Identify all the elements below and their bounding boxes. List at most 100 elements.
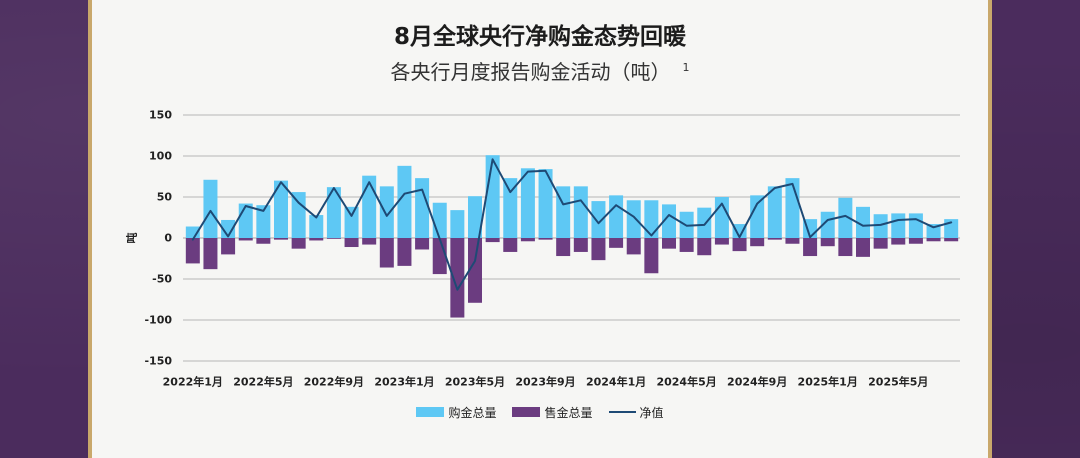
net-value-line [191,158,953,291]
buy-bar [838,197,853,238]
sell-bar [432,238,447,275]
x-tick-label: 2024年9月 [727,375,787,389]
buy-bar [291,192,306,238]
buy-bar [873,214,888,238]
x-tick-label: 2022年5月 [233,375,293,389]
y-tick-label: -50 [152,273,172,286]
y-tick-label: 0 [164,232,172,245]
buy-bar [767,186,782,238]
sell-bar [803,238,818,257]
legend-item-sell: 售金总量 [512,404,593,421]
buy-bar [344,206,359,238]
y-tick-label: 50 [157,191,173,204]
x-tick-label: 2025年5月 [868,375,928,389]
buy-bar [573,186,588,238]
buy-bar [609,195,624,238]
sell-bar [785,238,800,244]
sell-bar [415,238,430,250]
legend-swatch-net [608,411,636,413]
legend-item-buy: 购金总量 [416,404,496,421]
legend-label-sell: 售金总量 [544,405,593,420]
buy-bar [520,168,535,238]
buy-bar [503,178,518,238]
buy-bar [468,196,482,238]
sell-bar [468,238,482,303]
buy-bar [415,178,430,238]
sell-bar [944,238,959,242]
sell-bar [750,238,765,247]
y-axis: 150 100 50 0 -50 -100 -150 吨 [125,109,173,368]
sell-bar [714,238,729,245]
buy-bar [538,169,553,238]
sell-bar [891,238,906,245]
y-tick-label: 100 [149,150,172,163]
sell-bar [238,238,253,241]
buy-bar [379,186,394,238]
sell-bar [662,238,676,249]
buy-bar [362,175,377,238]
y-tick-label: -150 [144,355,172,368]
sell-bar [274,238,288,240]
sell-bar [397,238,412,266]
gridlines [183,114,960,362]
buy-bar [626,200,641,238]
x-tick-label: 2023年9月 [515,375,575,389]
sell-bar [309,238,324,241]
sell-bar [926,238,941,242]
legend-item-net: 净值 [608,404,664,421]
sell-bar [538,238,553,240]
legend-label-net: 净值 [639,405,664,420]
buy-bar [274,180,288,238]
buy-bar [732,224,747,238]
sell-bar [697,238,712,256]
sell-bar [221,238,236,255]
buy-bar [750,195,765,238]
x-tick-label: 2023年1月 [374,375,434,389]
y-axis-label: 吨 [125,233,139,244]
sell-bar [556,238,571,257]
x-tick-label: 2024年1月 [586,375,646,389]
sell-bar [203,238,218,270]
sell-bar [520,238,535,242]
sell-bar [291,238,306,249]
sell-bar [591,238,606,261]
buy-bar [185,226,200,238]
sell-bar [732,238,747,252]
sell-bar [485,238,500,243]
x-tick-label: 2022年1月 [163,375,223,389]
x-tick-label: 2022年9月 [304,375,364,389]
sell-bar [908,238,923,244]
buy-bar [891,213,906,238]
sell-bar [344,238,359,248]
buy-bar [432,202,447,238]
buy-bar [309,215,324,238]
legend-label-buy: 购金总量 [448,405,497,420]
sell-bar [820,238,835,247]
buy-bar [221,219,236,238]
sell-bar [644,238,659,274]
sell-bar [679,238,694,252]
x-tick-label: 2023年5月 [445,375,505,389]
chart-title: 8月全球央行净购金态势回暖 [393,24,686,50]
sell-bar [838,238,853,257]
buy-bar [856,206,870,238]
chart-subtitle: 各央行月度报告购金活动（吨） [390,60,671,84]
buy-bar [326,187,341,238]
sell-bar [503,238,518,252]
sell-bar [626,238,641,255]
buy-bar [238,203,253,238]
sell-bar [256,238,271,244]
legend-swatch-sell [512,407,541,417]
buy-bars [185,155,959,238]
subtitle-row: 各央行月度报告购金活动（吨） 1 [0,58,1080,90]
sell-bar [379,238,394,268]
buy-bar [926,224,941,238]
chart-legend: 购金总量 售金总量 净值 [0,404,1080,420]
buy-bar [662,204,676,238]
x-tick-label: 2024年5月 [656,375,716,389]
sell-bar [873,238,888,249]
x-tick-label: 2025年1月 [798,375,858,389]
sell-bar [326,238,341,239]
buy-bar [256,205,271,238]
